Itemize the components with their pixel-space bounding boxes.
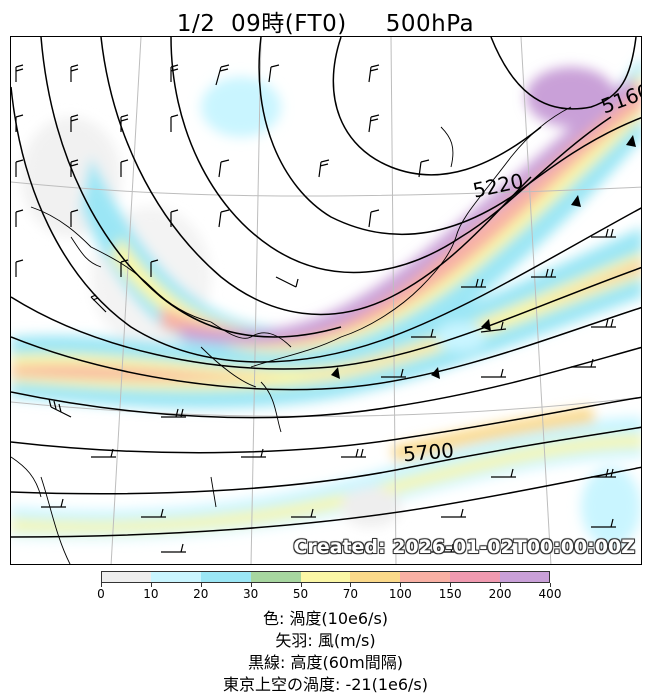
colorbar-tick-label: 400 xyxy=(538,587,562,601)
colorbar-tick xyxy=(300,583,302,587)
chart-title: 1/2 09時(FT0) 500hPa xyxy=(176,11,475,37)
colorbar-tick-label: 10 xyxy=(143,587,159,601)
map-canvas: 5160 5220 5700 xyxy=(11,37,641,564)
colorbar-tick xyxy=(150,583,152,587)
legend-tokyo-vorticity: 東京上空の渦度: -21(1e6/s) xyxy=(222,675,429,694)
colorbar-tick-label: 150 xyxy=(438,587,462,601)
colorbar-tick-label: 100 xyxy=(388,587,412,601)
colorbar-tick-label: 20 xyxy=(193,587,209,601)
colorbar-tick xyxy=(400,583,402,587)
colorbar-tick-label: 70 xyxy=(342,587,359,601)
colorbar-tick-label: 200 xyxy=(488,587,512,601)
legend-color: 色: 渦度(10e6/s) xyxy=(262,609,389,628)
legend-contours: 黒線: 高度(60m間隔) xyxy=(248,653,403,672)
colorbar-tick xyxy=(200,583,202,587)
vorticity-shading xyxy=(11,59,641,547)
colorbar-tick xyxy=(350,583,352,587)
created-timestamp: Created: 2026-01-02T00:00:00Z xyxy=(293,536,635,558)
legend-barbs: 矢羽: 風(m/s) xyxy=(275,631,376,650)
colorbar-tick xyxy=(450,583,452,587)
weather-map: 5160 5220 5700 Created: 2026-01-02T00:00… xyxy=(10,36,642,565)
wind-pennants xyxy=(331,135,636,379)
colorbar-ticks: 0 10 20 30 50 70 100 150 200 400 xyxy=(97,583,561,603)
contour-label-5700: 5700 xyxy=(402,438,455,466)
colorbar-frame xyxy=(101,571,550,583)
colorbar-tick-label: 0 xyxy=(97,587,105,601)
graticule xyxy=(11,37,641,564)
colorbar-tick xyxy=(250,583,252,587)
colorbar-tick xyxy=(500,583,502,587)
wind-barbs xyxy=(15,64,616,553)
colorbar xyxy=(101,571,551,583)
height-contours xyxy=(11,37,641,538)
colorbar-tick xyxy=(101,583,102,587)
colorbar-tick-label: 30 xyxy=(243,587,259,601)
colorbar-tick xyxy=(550,583,551,587)
colorbar-tick-label: 50 xyxy=(292,587,309,601)
